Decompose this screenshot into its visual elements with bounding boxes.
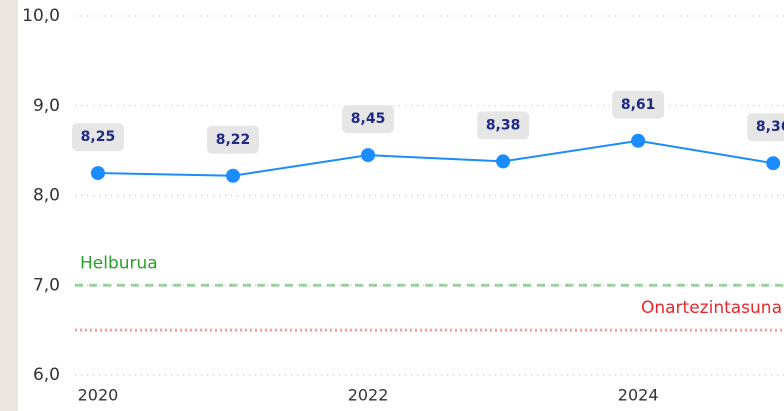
point bbox=[226, 168, 241, 183]
data-label: 8,22 bbox=[216, 132, 251, 148]
reference-label: Onartezintasuna bbox=[641, 298, 782, 318]
data-label-box bbox=[207, 125, 260, 154]
line bbox=[97, 139, 774, 177]
side-strip bbox=[0, 0, 18, 411]
point bbox=[631, 133, 646, 148]
data-label-box bbox=[612, 90, 665, 119]
data-label-box bbox=[477, 111, 530, 140]
point bbox=[361, 148, 376, 163]
y-tick-label: 6,0 bbox=[33, 365, 60, 385]
point bbox=[766, 156, 781, 171]
reference-label: Helburua bbox=[80, 253, 158, 273]
y-tick-label: 10,0 bbox=[22, 6, 60, 26]
x-tick-label: 2020 bbox=[78, 386, 119, 405]
data-label: 8,25 bbox=[81, 129, 116, 145]
y-tick-label: 9,0 bbox=[33, 96, 60, 116]
data-label: 8,45 bbox=[351, 111, 386, 127]
y-tick-label: 8,0 bbox=[33, 186, 60, 206]
x-tick-label: 2024 bbox=[618, 386, 659, 405]
data-label-box bbox=[71, 123, 124, 152]
point bbox=[496, 154, 511, 169]
data-label: 8,38 bbox=[486, 117, 521, 133]
data-label: 8,61 bbox=[621, 97, 656, 113]
y-tick-label: 7,0 bbox=[33, 275, 60, 295]
data-label: 8,36 bbox=[756, 119, 784, 135]
x-tick-label: 2022 bbox=[348, 386, 389, 405]
data-label-box bbox=[747, 113, 784, 142]
point bbox=[90, 166, 105, 181]
data-label-box bbox=[342, 105, 395, 134]
